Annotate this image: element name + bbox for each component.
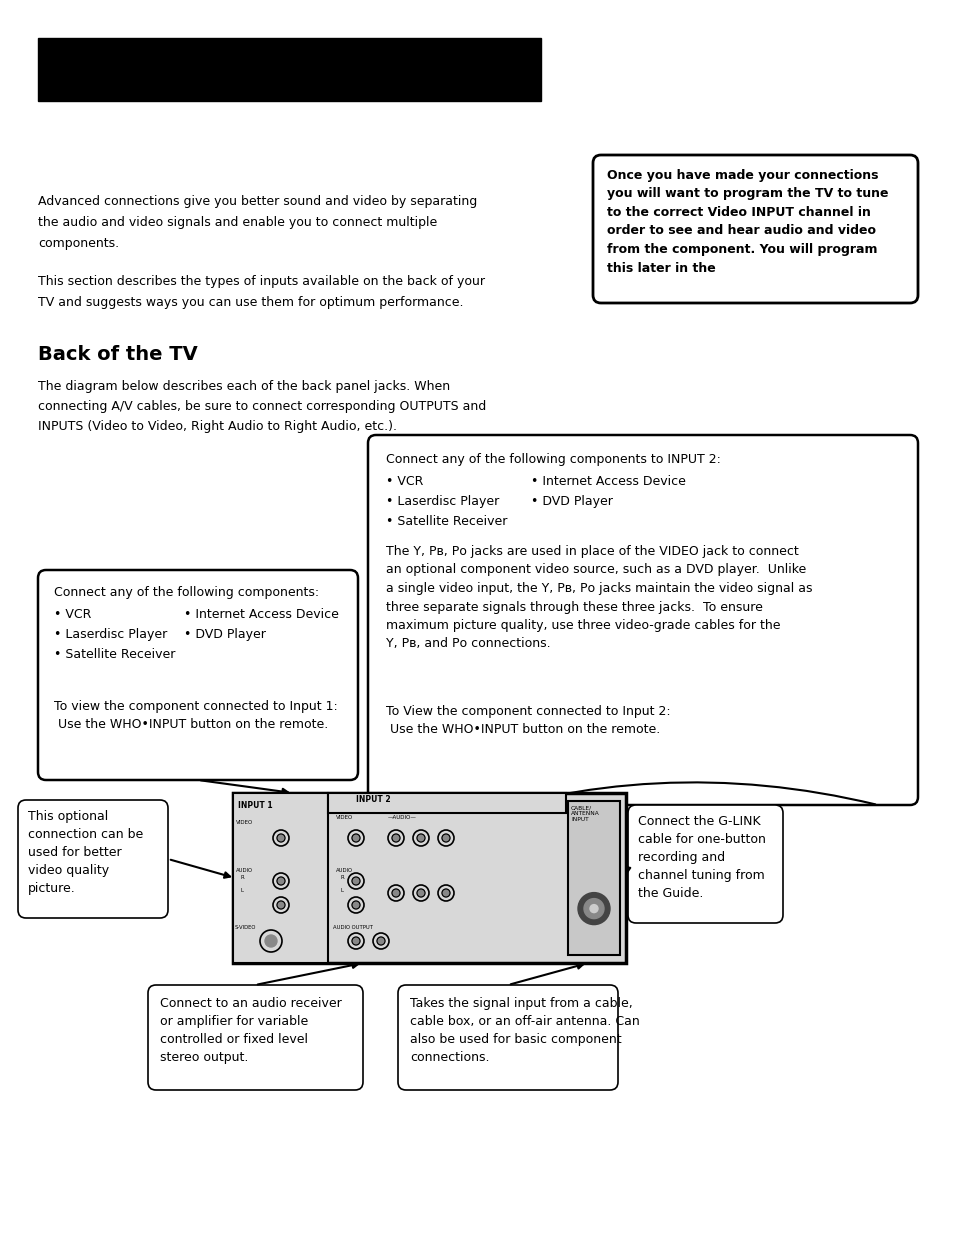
- Text: Once you have made your connections
you will want to program the TV to tune
to t: Once you have made your connections you …: [606, 169, 887, 274]
- Circle shape: [276, 902, 285, 909]
- Text: AUDIO: AUDIO: [235, 868, 253, 873]
- FancyBboxPatch shape: [18, 800, 168, 918]
- Text: • DVD Player: • DVD Player: [184, 629, 266, 641]
- Circle shape: [392, 834, 399, 842]
- Text: INPUT 2: INPUT 2: [355, 795, 390, 804]
- Circle shape: [441, 834, 450, 842]
- Circle shape: [352, 937, 359, 945]
- Text: Connect to an audio receiver
or amplifier for variable
controlled or fixed level: Connect to an audio receiver or amplifie…: [160, 997, 341, 1065]
- FancyBboxPatch shape: [627, 805, 782, 923]
- Circle shape: [578, 893, 609, 925]
- Text: L: L: [340, 888, 344, 893]
- FancyBboxPatch shape: [148, 986, 363, 1091]
- Text: • VCR: • VCR: [54, 608, 91, 621]
- Text: S-VIDEO: S-VIDEO: [234, 925, 256, 930]
- Bar: [233, 793, 328, 963]
- Text: • Laserdisc Player: • Laserdisc Player: [54, 629, 167, 641]
- Circle shape: [416, 834, 424, 842]
- Text: This optional
connection can be
used for better
video quality
picture.: This optional connection can be used for…: [28, 810, 143, 895]
- Text: Connect any of the following components:: Connect any of the following components:: [54, 585, 319, 599]
- Circle shape: [416, 889, 424, 897]
- Circle shape: [276, 834, 285, 842]
- Text: R: R: [241, 876, 245, 881]
- FancyBboxPatch shape: [397, 986, 618, 1091]
- Text: R: R: [340, 876, 344, 881]
- FancyBboxPatch shape: [368, 435, 917, 805]
- Circle shape: [441, 889, 450, 897]
- Circle shape: [265, 935, 276, 947]
- Circle shape: [352, 834, 359, 842]
- Text: Takes the signal input from a cable,
cable box, or an off-air antenna. Can
also : Takes the signal input from a cable, cab…: [410, 997, 639, 1065]
- FancyBboxPatch shape: [593, 156, 917, 303]
- Text: • Internet Access Device: • Internet Access Device: [184, 608, 338, 621]
- Circle shape: [589, 904, 598, 913]
- Text: • Laserdisc Player: • Laserdisc Player: [386, 495, 498, 508]
- Text: Back of the TV: Back of the TV: [38, 345, 197, 364]
- Text: The diagram below describes each of the back panel jacks. When
connecting A/V ca: The diagram below describes each of the …: [38, 380, 486, 433]
- Text: The Y, Pʙ, Pᴏ jacks are used in place of the VIDEO jack to connect
an optional c: The Y, Pʙ, Pᴏ jacks are used in place of…: [386, 545, 812, 651]
- Text: AUDIO: AUDIO: [335, 868, 353, 873]
- Text: To View the component connected to Input 2:
 Use the WHO•INPUT button on the rem: To View the component connected to Input…: [386, 705, 670, 736]
- Text: • VCR: • VCR: [386, 475, 423, 488]
- Circle shape: [276, 877, 285, 885]
- Bar: [567, 802, 619, 955]
- Text: Connect the G-LINK
cable for one-button
recording and
channel tuning from
the Gu: Connect the G-LINK cable for one-button …: [638, 815, 765, 900]
- Text: L: L: [241, 888, 244, 893]
- Circle shape: [376, 937, 385, 945]
- Text: INPUT 1: INPUT 1: [237, 802, 273, 810]
- Text: CABLE/
ANTENNA
INPUT: CABLE/ ANTENNA INPUT: [571, 805, 599, 823]
- Text: • Satellite Receiver: • Satellite Receiver: [54, 648, 175, 661]
- Bar: [328, 793, 565, 813]
- Circle shape: [352, 877, 359, 885]
- Bar: [38, 38, 540, 101]
- Text: • Satellite Receiver: • Satellite Receiver: [386, 515, 507, 529]
- Circle shape: [392, 889, 399, 897]
- Circle shape: [352, 902, 359, 909]
- Bar: [233, 793, 625, 963]
- Text: Connect any of the following components to INPUT 2:: Connect any of the following components …: [386, 453, 720, 466]
- Text: VIDEO: VIDEO: [235, 820, 253, 825]
- Text: VIDEO: VIDEO: [335, 815, 353, 820]
- Text: To view the component connected to Input 1:
 Use the WHO•INPUT button on the rem: To view the component connected to Input…: [54, 700, 337, 731]
- Text: • DVD Player: • DVD Player: [531, 495, 612, 508]
- Text: AUDIO OUTPUT: AUDIO OUTPUT: [333, 925, 373, 930]
- Text: Advanced connections give you better sound and video by separating
the audio and: Advanced connections give you better sou…: [38, 195, 476, 249]
- Text: —AUDIO—: —AUDIO—: [388, 815, 416, 820]
- FancyBboxPatch shape: [38, 571, 357, 781]
- Text: • Internet Access Device: • Internet Access Device: [531, 475, 685, 488]
- Text: This section describes the types of inputs available on the back of your
TV and : This section describes the types of inpu…: [38, 275, 484, 309]
- Circle shape: [583, 899, 603, 919]
